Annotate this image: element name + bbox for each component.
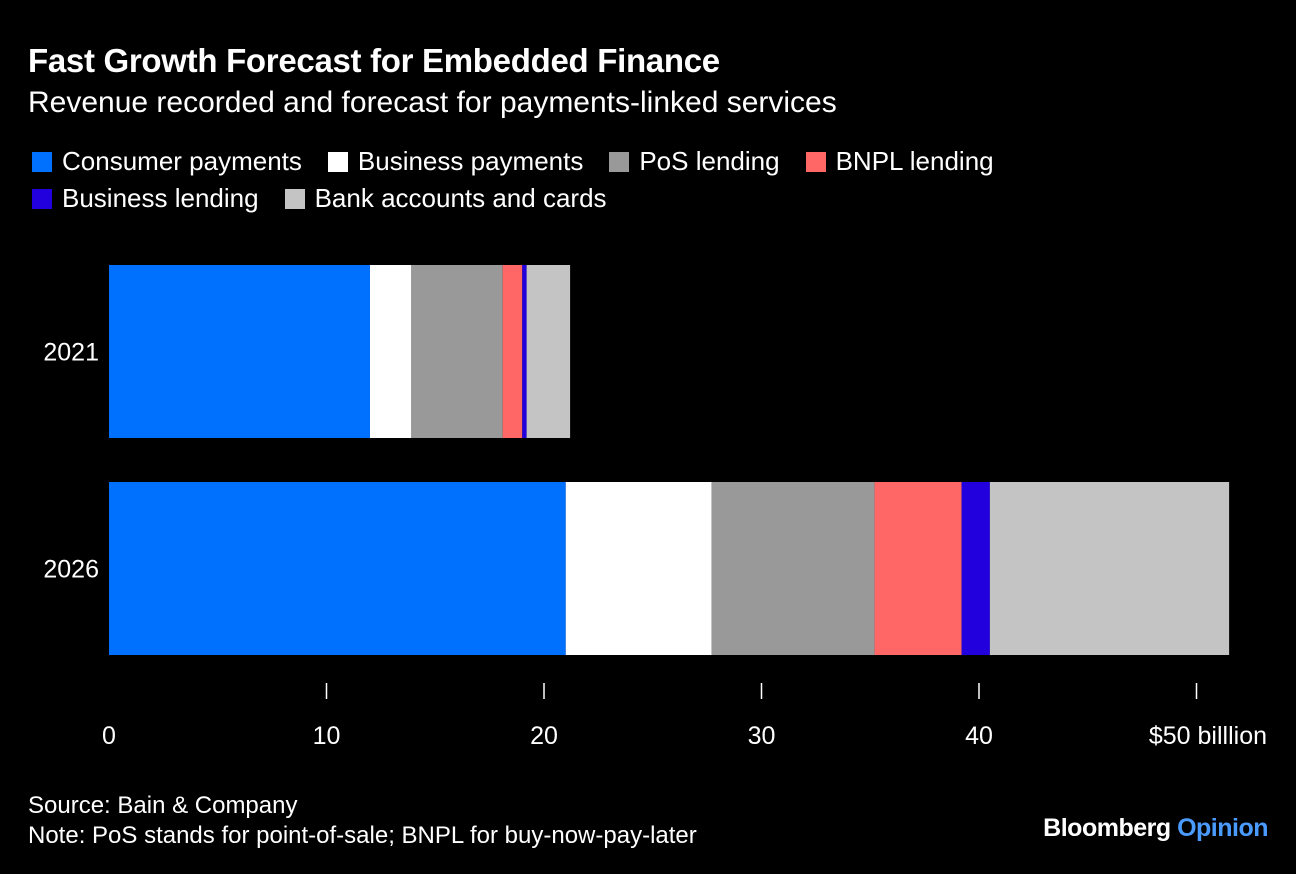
legend-item-bnpl-lending: BNPL lending bbox=[805, 146, 994, 176]
brand-main: Bloomberg bbox=[1043, 814, 1171, 842]
legend-swatch bbox=[32, 151, 52, 172]
bar-segment-2021-consumer-payments bbox=[109, 265, 370, 438]
legend-item-bank-accounts-and-cards: Bank accounts and cards bbox=[284, 183, 607, 213]
y-tick-label-2021: 2021 bbox=[43, 339, 99, 367]
bar-segment-2021-bank-accounts-and-cards bbox=[526, 265, 571, 438]
bar-segment-2026-business-payments bbox=[565, 482, 712, 655]
legend-swatch bbox=[609, 151, 630, 172]
bar-segment-2026-pos-lending bbox=[711, 482, 875, 655]
legend-label: Bank accounts and cards bbox=[314, 183, 607, 213]
legend-swatch bbox=[327, 151, 348, 172]
bar-segment-2021-business-lending bbox=[522, 265, 527, 438]
bar-segment-2026-consumer-payments bbox=[109, 482, 566, 655]
legend-item-business-payments: Business payments bbox=[327, 146, 584, 176]
legend-item-business-lending: Business lending bbox=[32, 183, 259, 213]
legend-label: BNPL lending bbox=[835, 146, 994, 176]
bar-segment-2026-business-lending bbox=[961, 482, 990, 655]
legend-item-consumer-payments: Consumer payments bbox=[32, 146, 302, 176]
legend: Consumer payments Business payments PoS … bbox=[32, 146, 1132, 213]
chart-subtitle: Revenue recorded and forecast for paymen… bbox=[28, 86, 837, 119]
bar-segment-2021-bnpl-lending bbox=[502, 265, 523, 438]
legend-swatch bbox=[805, 151, 826, 172]
legend-swatch bbox=[32, 188, 52, 209]
legend-label: Business lending bbox=[62, 183, 259, 213]
chart-title: Fast Growth Forecast for Embedded Financ… bbox=[28, 42, 720, 79]
x-tick-label: 40 bbox=[965, 722, 993, 750]
legend-swatch bbox=[284, 188, 305, 209]
footnote: Note: PoS stands for point-of-sale; BNPL… bbox=[28, 822, 697, 849]
bar-segment-2021-business-payments bbox=[370, 265, 412, 438]
legend-label: PoS lending bbox=[639, 146, 780, 176]
brand-sub: Opinion bbox=[1177, 814, 1268, 842]
brand-logo: Bloomberg Opinion bbox=[1043, 814, 1268, 843]
legend-label: Business payments bbox=[357, 146, 584, 176]
legend-item-pos-lending: PoS lending bbox=[609, 146, 780, 176]
y-tick-label-2026: 2026 bbox=[43, 556, 99, 584]
source-note: Source: Bain & Company bbox=[28, 792, 298, 819]
bar-segment-2026-bnpl-lending bbox=[874, 482, 962, 655]
bar-segment-2021-pos-lending bbox=[411, 265, 503, 438]
bar-segment-2026-bank-accounts-and-cards bbox=[989, 482, 1230, 655]
legend-label: Consumer payments bbox=[62, 146, 302, 176]
x-tick-label: 10 bbox=[313, 722, 341, 750]
x-tick-label: $50 billlion bbox=[1149, 722, 1267, 750]
x-tick-label: 20 bbox=[530, 722, 558, 750]
x-tick-label: 30 bbox=[748, 722, 776, 750]
x-tick-label: 0 bbox=[102, 722, 116, 750]
